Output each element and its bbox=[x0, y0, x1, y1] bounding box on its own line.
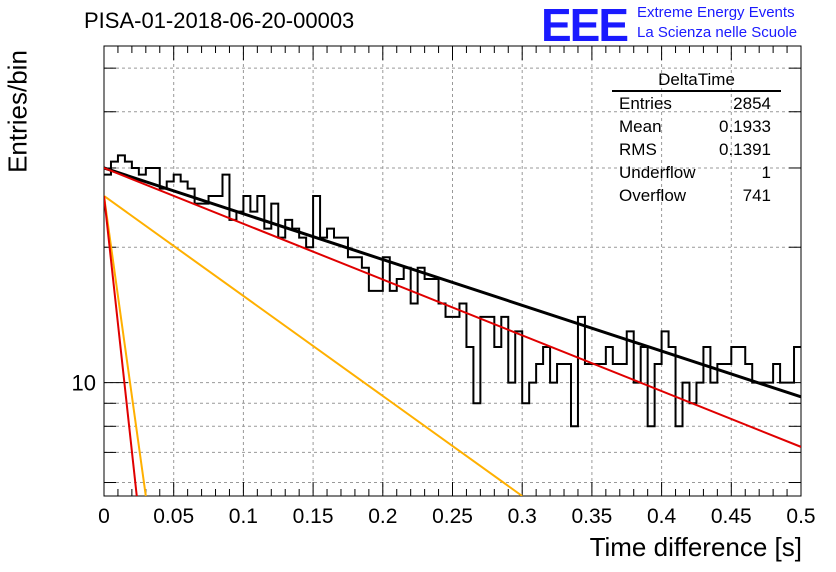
fit-component-line bbox=[104, 195, 138, 496]
x-tick-label: 0.05 bbox=[153, 505, 194, 528]
stats-value: 0.1391 bbox=[719, 140, 771, 159]
x-tick-label: 0.5 bbox=[786, 505, 815, 528]
stats-value: 1 bbox=[761, 163, 771, 182]
stats-row-rms: RMS 0.1391 bbox=[609, 138, 781, 161]
y-axis-label: Entries/bin bbox=[2, 50, 33, 173]
stats-value: 2854 bbox=[733, 94, 771, 113]
stats-label: Mean bbox=[619, 117, 662, 136]
eee-logo: EEE bbox=[541, 0, 629, 51]
x-tick-label: 0.35 bbox=[571, 505, 612, 528]
x-tick-label: 0.15 bbox=[293, 505, 334, 528]
stats-label: Underflow bbox=[619, 163, 696, 182]
stats-box: DeltaTime Entries 2854 Mean 0.1933 RMS 0… bbox=[609, 70, 781, 207]
histogram-line bbox=[104, 154, 801, 428]
x-tick-label: 0.45 bbox=[711, 505, 752, 528]
stats-title: DeltaTime bbox=[612, 70, 781, 92]
stats-row-mean: Mean 0.1933 bbox=[609, 115, 781, 138]
x-tick-label: 0 bbox=[98, 505, 110, 528]
logo-line-2: La Scienza nelle Scuole bbox=[637, 24, 798, 41]
stats-label: Overflow bbox=[619, 186, 687, 205]
fit-total-line bbox=[104, 166, 801, 399]
stats-label: Entries bbox=[619, 94, 672, 113]
stats-row-underflow: Underflow 1 bbox=[609, 161, 781, 184]
fit-component-line bbox=[104, 195, 523, 496]
stats-value: 0.1933 bbox=[719, 117, 771, 136]
fit-component-line bbox=[104, 195, 147, 496]
fit-component-line bbox=[104, 167, 801, 448]
x-axis-label: Time difference [s] bbox=[589, 532, 802, 562]
chart-title: PISA-01-2018-06-20-00003 bbox=[84, 8, 355, 33]
x-tick-label: 0.1 bbox=[229, 505, 258, 528]
stats-row-overflow: Overflow 741 bbox=[609, 184, 781, 207]
y-tick-label: 10 bbox=[72, 371, 96, 396]
logo-line-1: Extreme Energy Events bbox=[637, 4, 795, 21]
x-tick-label: 0.25 bbox=[432, 505, 473, 528]
stats-value: 741 bbox=[742, 186, 771, 205]
x-tick-label: 0.4 bbox=[647, 505, 677, 528]
x-tick-label: 0.3 bbox=[508, 505, 537, 528]
x-tick-label: 0.2 bbox=[368, 505, 397, 528]
stats-label: RMS bbox=[619, 140, 657, 159]
stats-row-entries: Entries 2854 bbox=[609, 92, 781, 115]
